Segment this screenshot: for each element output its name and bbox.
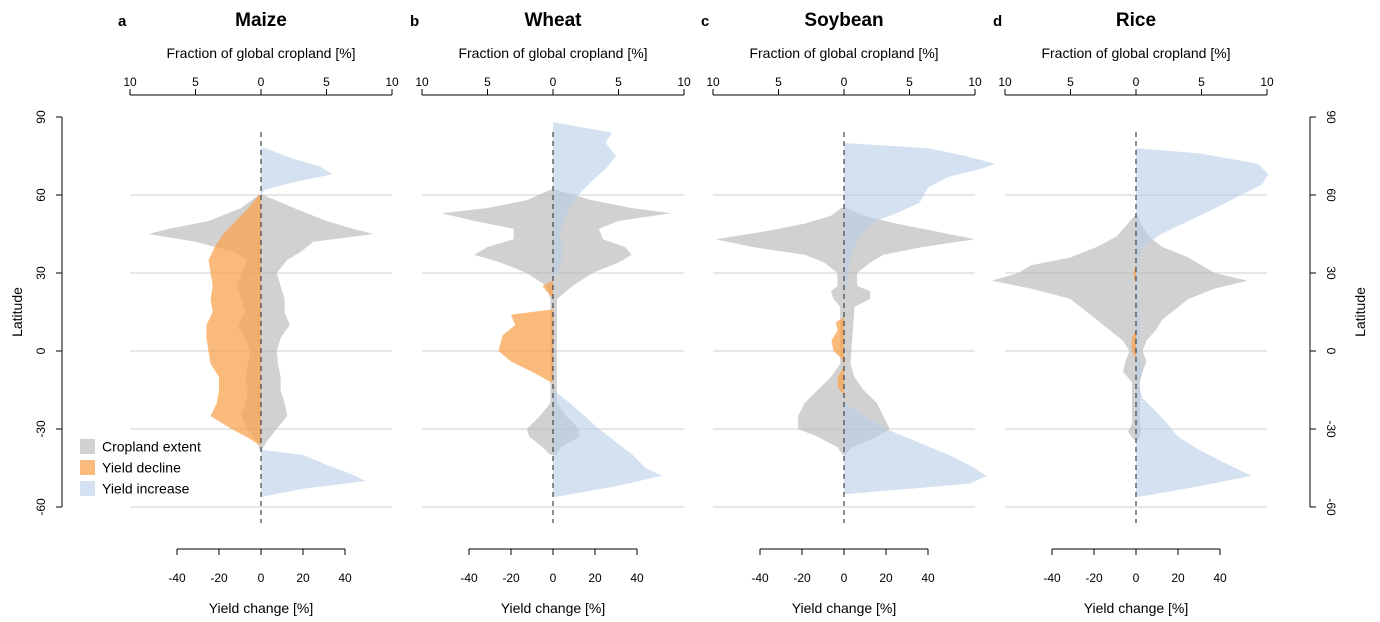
lat-tick-label: 90 bbox=[1324, 110, 1338, 124]
bottom-tick-label: -20 bbox=[502, 571, 520, 585]
panel-rice: Rice d Fraction of global cropland [%] 10 5 0… bbox=[991, 10, 1274, 616]
yield-increase-area bbox=[844, 143, 996, 494]
top-tick-label: 10 bbox=[677, 75, 691, 89]
legend-swatch-cropland bbox=[80, 439, 95, 454]
top-tick-label: 5 bbox=[775, 75, 782, 89]
lat-tick-label: 30 bbox=[34, 266, 48, 280]
bottom-tick-label: 40 bbox=[921, 571, 935, 585]
top-tick-label: 0 bbox=[258, 75, 265, 89]
lat-tick-label: -30 bbox=[1324, 420, 1338, 438]
bottom-tick-label: 0 bbox=[550, 571, 557, 585]
bottom-tick-label: 20 bbox=[588, 571, 602, 585]
bottom-tick-label: 40 bbox=[338, 571, 352, 585]
bottom-tick-label: -20 bbox=[210, 571, 228, 585]
top-tick-label: 5 bbox=[323, 75, 330, 89]
panel-maize: Maize a Fraction of global cropland [%] 10 5… bbox=[118, 10, 399, 616]
left-latitude-axis: 90 60 30 0 -30 -60 bbox=[34, 110, 63, 516]
top-tick-label: 10 bbox=[385, 75, 399, 89]
top-tick-label: 5 bbox=[615, 75, 622, 89]
bottom-axis-label: Yield change [%] bbox=[792, 600, 897, 616]
bottom-tick-label: -20 bbox=[1085, 571, 1103, 585]
legend: Cropland extent Yield decline Yield increa… bbox=[80, 439, 201, 497]
top-tick-label: 5 bbox=[484, 75, 491, 89]
bottom-tick-label: -40 bbox=[1043, 571, 1061, 585]
legend-swatch-decline bbox=[80, 460, 95, 475]
panel-title: Maize bbox=[235, 10, 287, 31]
bottom-tick-label: -20 bbox=[793, 571, 811, 585]
lat-tick-label: 60 bbox=[34, 188, 48, 202]
panel-letter: b bbox=[410, 13, 419, 30]
bottom-tick-label: 20 bbox=[296, 571, 310, 585]
top-axis-label: Fraction of global cropland [%] bbox=[1041, 45, 1230, 61]
top-tick-label: 10 bbox=[123, 75, 137, 89]
top-tick-label: 10 bbox=[706, 75, 720, 89]
panels: Maize a Fraction of global cropland [%] 10 5… bbox=[118, 10, 1274, 616]
lat-tick-label: 30 bbox=[1324, 266, 1338, 280]
bottom-tick-label: -40 bbox=[460, 571, 478, 585]
bottom-tick-label: 40 bbox=[630, 571, 644, 585]
bottom-tick-label: 0 bbox=[841, 571, 848, 585]
top-axis-label: Fraction of global cropland [%] bbox=[749, 45, 938, 61]
bottom-tick-label: 40 bbox=[1213, 571, 1227, 585]
lat-tick-label: -60 bbox=[34, 498, 48, 516]
legend-label-increase: Yield increase bbox=[102, 481, 190, 497]
panel-soybean: Soybean c Fraction of global cropland [%] 1… bbox=[701, 10, 996, 616]
yield-decline-area bbox=[206, 195, 261, 445]
panel-letter: c bbox=[701, 13, 709, 30]
top-tick-label: 10 bbox=[1260, 75, 1274, 89]
panel-title: Rice bbox=[1116, 10, 1156, 31]
right-latitude-axis: 90 60 30 0 -30 -60 bbox=[1309, 110, 1338, 516]
top-tick-label: 0 bbox=[1133, 75, 1140, 89]
y-axis-label-left: Latitude bbox=[9, 287, 25, 337]
top-tick-label: 10 bbox=[968, 75, 982, 89]
yield-decline-area bbox=[498, 280, 553, 383]
panel-title: Wheat bbox=[525, 10, 583, 31]
top-tick-label: 10 bbox=[998, 75, 1012, 89]
yield-decline-area bbox=[831, 317, 844, 396]
top-axis-label: Fraction of global cropland [%] bbox=[458, 45, 647, 61]
top-tick-label: 5 bbox=[192, 75, 199, 89]
lat-tick-label: 60 bbox=[1324, 188, 1338, 202]
panel-letter: d bbox=[993, 13, 1002, 30]
legend-swatch-increase bbox=[80, 481, 95, 496]
bottom-tick-label: 20 bbox=[879, 571, 893, 585]
legend-label-cropland: Cropland extent bbox=[102, 439, 201, 455]
top-tick-label: 0 bbox=[841, 75, 848, 89]
top-tick-label: 0 bbox=[550, 75, 557, 89]
panel-wheat: Wheat b Fraction of global cropland [%] 10 5… bbox=[410, 10, 691, 616]
lat-tick-label: 0 bbox=[1324, 348, 1338, 355]
bottom-axis-label: Yield change [%] bbox=[501, 600, 606, 616]
y-axis-label-right: Latitude bbox=[1352, 287, 1368, 337]
top-tick-label: 5 bbox=[1067, 75, 1074, 89]
yield-increase-area bbox=[261, 148, 366, 497]
legend-label-decline: Yield decline bbox=[102, 460, 181, 476]
bottom-axis-label: Yield change [%] bbox=[209, 600, 314, 616]
lat-tick-label: 0 bbox=[34, 347, 48, 354]
yield-decline-area bbox=[1131, 265, 1136, 359]
lat-tick-label: -30 bbox=[34, 420, 48, 438]
bottom-axis-label: Yield change [%] bbox=[1084, 600, 1189, 616]
bottom-tick-label: -40 bbox=[751, 571, 769, 585]
cropland-area bbox=[441, 189, 671, 456]
cropland-area bbox=[715, 208, 975, 455]
yield-increase-area bbox=[1136, 148, 1269, 497]
top-tick-label: 10 bbox=[415, 75, 429, 89]
top-axis-label: Fraction of global cropland [%] bbox=[166, 45, 355, 61]
top-tick-label: 5 bbox=[1198, 75, 1205, 89]
bottom-tick-label: 0 bbox=[1133, 571, 1140, 585]
bottom-tick-label: -40 bbox=[168, 571, 186, 585]
lat-tick-label: -60 bbox=[1324, 498, 1338, 516]
yield-increase-area bbox=[553, 122, 663, 497]
bottom-tick-label: 0 bbox=[258, 571, 265, 585]
panel-letter: a bbox=[118, 13, 127, 30]
bottom-tick-label: 20 bbox=[1171, 571, 1185, 585]
cropland-area bbox=[991, 215, 1248, 440]
lat-tick-label: 90 bbox=[34, 110, 48, 124]
top-tick-label: 5 bbox=[906, 75, 913, 89]
panel-title: Soybean bbox=[804, 10, 883, 31]
